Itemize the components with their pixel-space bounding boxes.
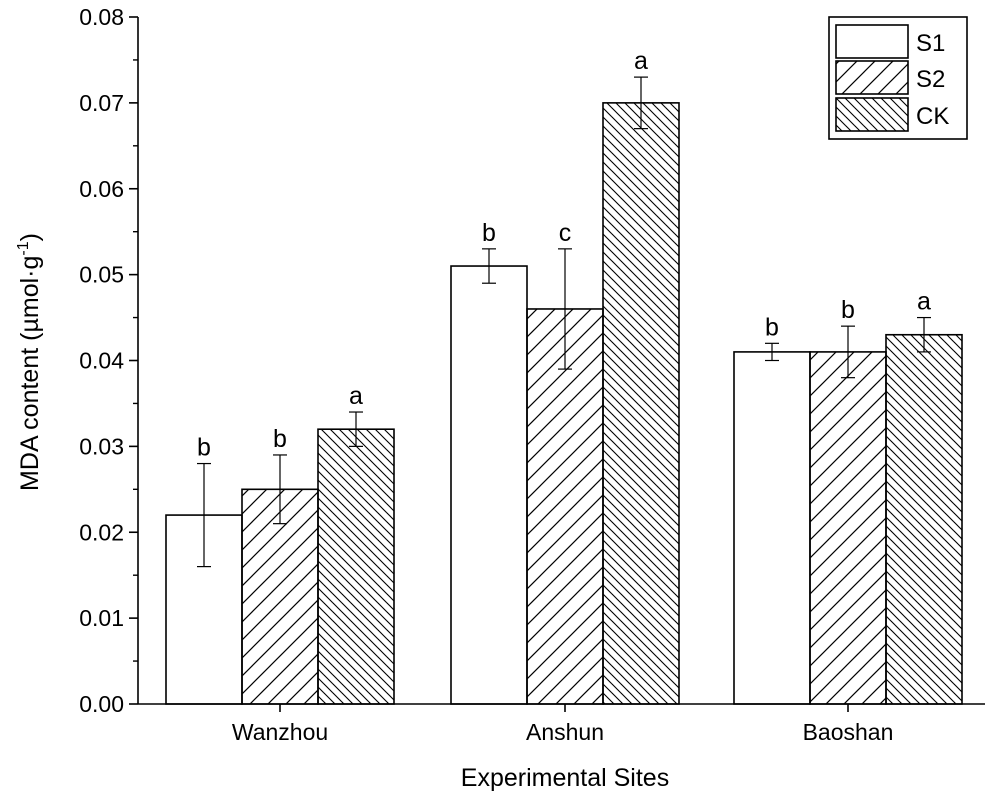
x-ticks-layer: Wanzhou Anshun Baoshan <box>232 704 894 745</box>
x-axis-title: Experimental Sites <box>461 764 669 792</box>
significance-letter: b <box>482 219 496 247</box>
y-tick-label: 0.04 <box>79 348 124 374</box>
bar-ck <box>885 333 963 705</box>
significance-letter: a <box>917 288 931 316</box>
significance-letter: b <box>273 425 287 453</box>
legend: S1 S2 CK <box>828 16 968 140</box>
legend-swatch-ck <box>835 97 909 132</box>
y-axis-title-close: ) <box>16 233 44 241</box>
x-tick-label: Wanzhou <box>232 719 328 745</box>
significance-letter: b <box>197 434 211 462</box>
legend-items: S1 S2 CK <box>835 24 949 132</box>
y-axis-title-main: MDA content (µmol·g <box>16 256 44 491</box>
bars-layer <box>165 102 963 705</box>
legend-swatch-s2 <box>835 60 909 95</box>
significance-letters-layer: b b a b c a b b a <box>197 47 931 461</box>
y-tick-label: 0.06 <box>79 176 124 202</box>
y-tick-label: 0.07 <box>79 90 124 116</box>
y-tick-label: 0.00 <box>79 691 124 717</box>
y-axis-title-superscript: -1 <box>15 241 32 255</box>
bar-s1 <box>733 351 811 705</box>
x-tick-label: Baoshan <box>803 719 894 745</box>
y-tick-label: 0.01 <box>79 605 124 631</box>
significance-letter: b <box>765 313 779 341</box>
significance-letter: b <box>841 296 855 324</box>
bar-s1 <box>450 265 528 705</box>
error-bars-layer <box>197 76 931 568</box>
significance-letter: a <box>349 382 363 410</box>
bar-s2 <box>241 488 319 705</box>
bar-ck <box>602 102 680 705</box>
significance-letter: a <box>634 47 648 75</box>
legend-label-ck: CK <box>916 103 949 130</box>
bar-ck <box>317 428 395 705</box>
bar-s2 <box>809 351 887 705</box>
y-tick-label: 0.05 <box>79 262 124 288</box>
y-tick-label: 0.02 <box>79 519 124 545</box>
y-tick-label: 0.03 <box>79 433 124 459</box>
y-axis-title: MDA content (µmol·g-1) <box>15 233 44 491</box>
y-tick-label: 0.08 <box>79 4 124 30</box>
y-ticks-layer: 0.00 0.01 0.02 0.03 0.04 0.05 0.06 0.07 0.08 <box>79 4 138 717</box>
significance-letter: c <box>559 219 572 247</box>
legend-swatch-s1 <box>835 24 909 59</box>
legend-label-s1: S1 <box>916 30 945 57</box>
x-tick-label: Anshun <box>526 719 604 745</box>
legend-label-s2: S2 <box>916 66 945 93</box>
